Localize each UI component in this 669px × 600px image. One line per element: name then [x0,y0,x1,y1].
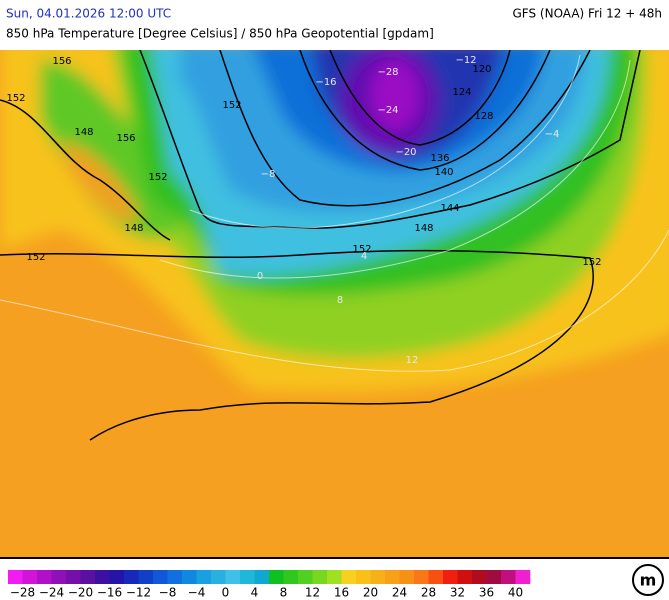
colorbar-swatch [37,570,52,584]
colorbar-swatch [211,570,226,584]
colorbar-label: −8 [159,586,177,600]
contour-label: 152 [6,93,25,104]
colorbar-swatch [385,570,400,584]
contour-label: 156 [52,56,71,67]
colorbar-swatch [501,570,516,584]
colorbar-swatch [182,570,197,584]
contour-label: 140 [434,167,453,178]
colorbar-swatch [124,570,139,584]
colorbar-swatch [153,570,168,584]
temperature-label: −24 [377,105,398,116]
colorbar-swatch [443,570,458,584]
colorbar-swatch [240,570,255,584]
colorbar-swatch [22,570,38,584]
logo: m [632,564,664,596]
contour-label: 152 [352,244,371,255]
contour-label: 152 [222,100,241,111]
colorbar-swatch [167,570,183,584]
contour-label: 152 [582,257,601,268]
temperature-label: 4 [361,251,367,262]
temperature-contours [0,54,669,372]
colorbar-swatch [109,570,125,584]
contour-label: 148 [414,223,433,234]
colorbar-label: 28 [421,586,436,600]
colorbar-swatch [399,570,415,584]
contour-label: 156 [116,133,135,144]
colorbar-swatch [356,570,371,584]
colorbar: −28 −24 −20 −16 −12 −8 −4 0 4 8 12 16 20 24 28 32 36 40 [8,570,531,600]
colorbar-swatch [327,570,342,584]
colorbar-swatch [515,570,531,584]
colorbar-label: −20 [68,586,93,600]
colorbar-label: −24 [39,586,64,600]
contour-label: 152 [148,172,167,183]
contour-label: 152 [26,252,45,263]
temperature-label: −12 [455,55,476,66]
temperature-label: −28 [377,67,398,78]
colorbar-swatch [283,570,299,584]
colorbar-swatch [225,570,241,584]
contour-label: 148 [74,127,93,138]
colorbar-label: 12 [305,586,320,600]
contour-label: 124 [452,87,471,98]
colorbar-swatch [196,570,212,584]
colorbar-swatch [472,570,487,584]
contour-labels: 156 152 152 148 156 152 152 152 152 148 148 144 140 1… [6,55,601,366]
contour-label: 120 [472,64,491,75]
colorbar-swatch [341,570,357,584]
map: 156 152 152 148 156 152 152 152 152 148 148 144 140 1… [0,50,669,558]
colorbar-swatch [370,570,386,584]
temperature-label: −20 [395,147,416,158]
colorbar-label: 4 [251,586,259,600]
colorbar-swatch [51,570,67,584]
temperature-label: −8 [261,169,276,180]
colorbar-swatch [95,570,110,584]
svg-text:m: m [640,571,657,590]
colorbar-swatch [8,570,23,584]
colorbar-label: −16 [97,586,122,600]
contour-label: 144 [440,203,459,214]
temperature-label: 8 [337,295,343,306]
temperature-label: 12 [406,355,419,366]
colorbar-label: 24 [392,586,407,600]
colorbar-label: −12 [126,586,151,600]
colorbar-label: −4 [188,586,206,600]
contour-label: 148 [124,223,143,234]
map-title: 850 hPa Temperature [Degree Celsius] / 8… [6,27,434,41]
colorbar-swatch [428,570,444,584]
colorbar-label: 8 [280,586,288,600]
colorbar-label: −28 [10,586,35,600]
temperature-label: −4 [545,129,560,140]
colorbar-swatch [414,570,429,584]
temperature-label: −16 [315,77,336,88]
contour-label: 136 [430,153,449,164]
colorbar-label: 20 [363,586,378,600]
colorbar-label: 16 [334,586,349,600]
colorbar-label: 0 [222,586,230,600]
colorbar-swatch [298,570,313,584]
contour-label: 128 [474,111,493,122]
colorbar-swatch [486,570,502,584]
colorbar-swatch [138,570,154,584]
colorbar-swatch [457,570,473,584]
colorbar-swatch [254,570,270,584]
colorbar-label: 32 [450,586,465,600]
colorbar-swatch [269,570,284,584]
model-run: GFS (NOAA) Fri 12 + 48h [512,7,662,21]
datetime: Sun, 04.01.2026 12:00 UTC [6,7,171,21]
colorbar-swatch [312,570,328,584]
temperature-label: 0 [257,271,263,282]
colorbar-swatch [66,570,81,584]
colorbar-label: 40 [508,586,523,600]
geopotential-contours [0,50,641,441]
colorbar-label: 36 [479,586,494,600]
colorbar-swatch [80,570,96,584]
